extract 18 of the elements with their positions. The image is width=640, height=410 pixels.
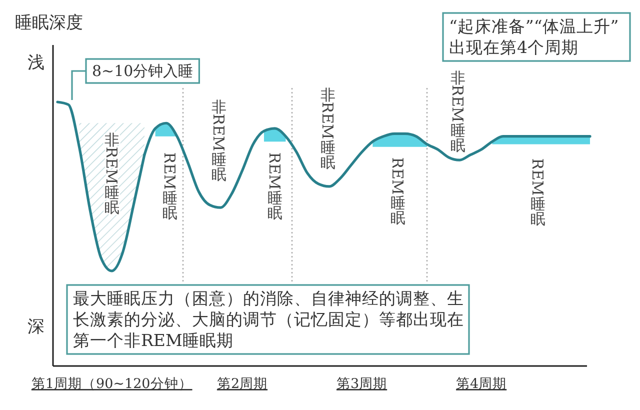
annotation: 非REM睡眠 — [102, 130, 121, 216]
text: 浅 — [28, 53, 44, 73]
annotation: REM睡眠 — [160, 152, 179, 222]
annotation: 非REM睡眠 — [318, 86, 337, 172]
x-tick-label: 第1周期（90~120分钟） — [31, 376, 192, 392]
x-tick-label: 第4周期 — [456, 376, 507, 392]
y-axis-title: 睡眠深度 — [15, 13, 83, 33]
text: 深 — [28, 317, 44, 337]
annotation: REM睡眠 — [528, 158, 547, 228]
text: “起床准备”“体温上升”出现在第4个周期 — [449, 17, 619, 57]
annotation: 非REM睡眠 — [448, 68, 467, 154]
annotation: REM睡眠 — [266, 152, 284, 222]
x-tick-label: 第2周期 — [216, 376, 268, 392]
x-tick-label: 第3周期 — [336, 376, 388, 392]
annotation: 非REM睡眠 — [210, 98, 228, 184]
text: 8~10分钟入睡 — [92, 62, 194, 80]
annotation: 最大睡眠压力（困意）的消除、自律神经的调整、生长激素的分泌、大脑的调节（记忆固定）等都出现在第一个非REM睡眠期 — [73, 289, 464, 350]
annotation: REM睡眠 — [388, 157, 407, 227]
